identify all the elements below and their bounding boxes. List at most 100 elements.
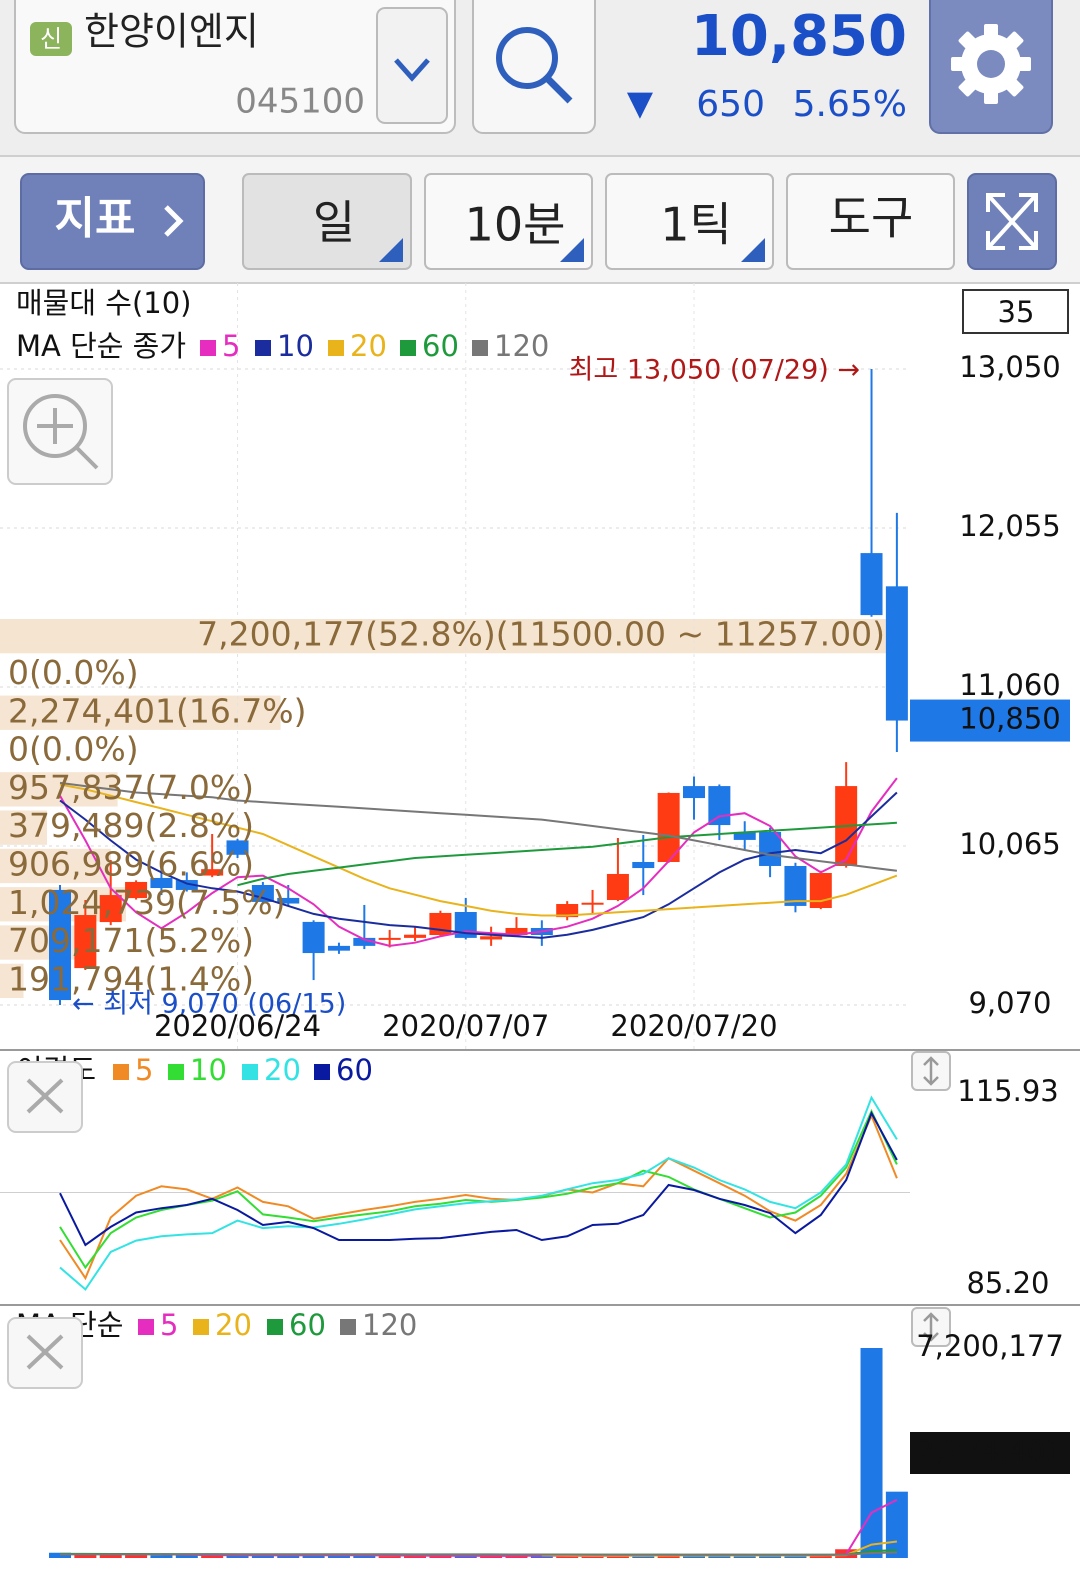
legend-swatch: [242, 1064, 258, 1080]
stock-box[interactable]: [14, 0, 456, 134]
volume-bar: [353, 1555, 376, 1558]
one-tick-button[interactable]: [605, 173, 774, 270]
y-tick-label: 9,070: [968, 986, 1051, 1020]
close-icon: [26, 1078, 64, 1114]
corner-mark: [741, 238, 765, 262]
volume-bar: [150, 1555, 173, 1558]
candle-body: [201, 869, 224, 876]
candle-body: [277, 897, 300, 904]
badge-text: 신: [40, 25, 62, 53]
disparity-plot: [0, 1095, 910, 1291]
profile-bar: [0, 619, 888, 654]
tools-button[interactable]: [786, 173, 955, 270]
legend-label: 60: [289, 1308, 326, 1342]
day-button[interactable]: [242, 173, 412, 270]
profile-label: 7,200,177(52.8%)(11500.00 ~ 11257.00): [197, 615, 885, 654]
candle-body: [860, 553, 883, 616]
candle-body: [175, 880, 198, 890]
corner-mark: [560, 238, 584, 262]
x-tick-label: 2020/07/07: [382, 1009, 549, 1043]
candle-body: [99, 895, 122, 923]
candle-body: [556, 904, 579, 918]
legend-label: 10: [190, 1053, 227, 1087]
legend-label: 20: [350, 329, 387, 363]
profile-bar: [0, 925, 88, 960]
candle-body: [150, 877, 173, 889]
indicator-button[interactable]: [20, 173, 205, 270]
x-tick-label: 2020/07/20: [610, 1009, 777, 1043]
candle-body: [353, 937, 376, 946]
search-button[interactable]: [472, 0, 596, 134]
ma-line: [237, 821, 897, 887]
current-price-label: 10,850: [959, 702, 1060, 736]
legend-swatch: [113, 1064, 129, 1080]
resize-icon: [923, 1312, 939, 1342]
resize-icon: [923, 1056, 939, 1086]
candle-body: [809, 873, 832, 909]
ma-legend-title: MA 단순 종가: [16, 329, 186, 363]
volume-bar: [327, 1555, 350, 1558]
y-tick-label: 10,065: [959, 827, 1060, 861]
candle-body: [505, 927, 528, 936]
candle-body: [657, 792, 680, 862]
volume-bar: [733, 1555, 756, 1558]
profile-label: 906,989(6.6%): [8, 844, 254, 883]
ten-min-label: 10분: [465, 198, 566, 252]
candle-body: [606, 873, 629, 901]
indicator-label: 지표: [55, 193, 136, 244]
volume-bar: [175, 1555, 198, 1558]
volume-bar: [505, 1555, 528, 1558]
profile-label: 957,837(7.0%): [8, 768, 254, 807]
profile-label: 1,024,739(7.5%): [8, 883, 286, 922]
profile-bar: [0, 963, 24, 998]
volume-bar: [885, 1491, 908, 1558]
candle-body: [480, 936, 503, 940]
profile-label: 0(0.0%): [8, 653, 139, 692]
close-icon: [26, 1334, 64, 1370]
legend-label: 20: [264, 1053, 301, 1087]
y-tick-label: 85.20: [966, 1266, 1049, 1300]
volume-plot: [49, 1348, 908, 1558]
count-box: [962, 289, 1069, 334]
y-tick-label: 13,050: [959, 350, 1060, 384]
legend-swatch: [168, 1064, 184, 1080]
volume-bar: [74, 1553, 97, 1558]
price: 10,850: [691, 4, 907, 69]
legend-label: 120: [362, 1308, 417, 1342]
candle-body: [125, 881, 148, 899]
ten-min-button[interactable]: [424, 173, 593, 270]
change: 650: [696, 84, 765, 125]
profile-label: 379,489(2.8%): [8, 806, 254, 845]
expand-icon: [986, 193, 1038, 250]
candle-body: [885, 586, 908, 721]
profile-label: 191,794(1.4%): [8, 959, 254, 998]
volume-bar: [809, 1555, 832, 1558]
current-price-box: [910, 699, 1070, 742]
y-tick-label: 11,060: [959, 668, 1060, 702]
candle-body: [581, 902, 604, 905]
legend-swatch: [314, 1064, 330, 1080]
legend-swatch: [193, 1319, 209, 1335]
legend-swatch: [472, 340, 488, 356]
dropdown-button[interactable]: [376, 7, 448, 124]
ma-line: [59, 791, 898, 939]
chevron: [164, 205, 184, 237]
search-icon: [496, 27, 558, 89]
candle-body: [378, 937, 401, 940]
profile-label: 2,274,401(16.7%): [8, 691, 307, 730]
legend-label: 10: [277, 329, 314, 363]
volume-bar: [251, 1555, 274, 1558]
one-tick-label: 1틱: [660, 198, 732, 252]
tools-label: 도구: [829, 191, 914, 245]
count: 35: [998, 295, 1035, 329]
change-pct: 5.65%: [793, 84, 907, 125]
volume-bar: [378, 1556, 401, 1558]
candle-body: [327, 945, 350, 951]
legend-swatch: [255, 340, 271, 356]
current-volume-label: 2,274,401: [916, 1434, 1064, 1468]
legend-swatch: [328, 340, 344, 356]
ma-line: [59, 1110, 898, 1247]
legend-label: 5: [160, 1308, 178, 1342]
volume-bar: [201, 1555, 224, 1558]
